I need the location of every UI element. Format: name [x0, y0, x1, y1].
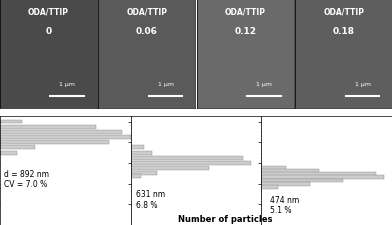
- Bar: [261, 173, 376, 176]
- Text: Number of particles: Number of particles: [178, 214, 273, 223]
- Bar: [131, 166, 209, 170]
- Bar: [131, 146, 144, 150]
- Text: 0: 0: [45, 27, 51, 36]
- Text: ODA/TTIP: ODA/TTIP: [323, 8, 364, 16]
- Bar: [0, 146, 35, 150]
- Bar: [131, 151, 152, 155]
- Text: ODA/TTIP: ODA/TTIP: [126, 8, 167, 16]
- Text: 1 μm: 1 μm: [354, 81, 370, 87]
- Text: 631 nm
6.8 %: 631 nm 6.8 %: [136, 190, 165, 209]
- Bar: [0, 135, 131, 140]
- Bar: [261, 166, 286, 170]
- Text: ODA/TTIP: ODA/TTIP: [28, 8, 69, 16]
- Bar: [0, 141, 109, 144]
- Text: 0.18: 0.18: [333, 27, 355, 36]
- Bar: [131, 156, 243, 160]
- Text: d = 892 nm
CV = 7.0 %: d = 892 nm CV = 7.0 %: [4, 169, 49, 188]
- Text: 1 μm: 1 μm: [158, 81, 174, 87]
- Bar: [131, 171, 157, 176]
- Text: 474 nm
5.1 %: 474 nm 5.1 %: [270, 195, 299, 214]
- Text: ODA/TTIP: ODA/TTIP: [225, 8, 266, 16]
- Bar: [261, 169, 318, 173]
- Bar: [261, 182, 310, 186]
- Bar: [0, 120, 22, 124]
- Bar: [0, 151, 17, 155]
- Bar: [131, 175, 141, 178]
- Text: 1 μm: 1 μm: [59, 81, 75, 87]
- Bar: [261, 179, 343, 183]
- Text: 0.12: 0.12: [234, 27, 256, 36]
- Bar: [261, 185, 278, 189]
- Bar: [0, 130, 122, 134]
- Text: 0.06: 0.06: [136, 27, 158, 36]
- Text: 1 μm: 1 μm: [256, 81, 272, 87]
- Bar: [0, 125, 96, 129]
- Bar: [261, 176, 384, 180]
- Bar: [131, 161, 251, 165]
